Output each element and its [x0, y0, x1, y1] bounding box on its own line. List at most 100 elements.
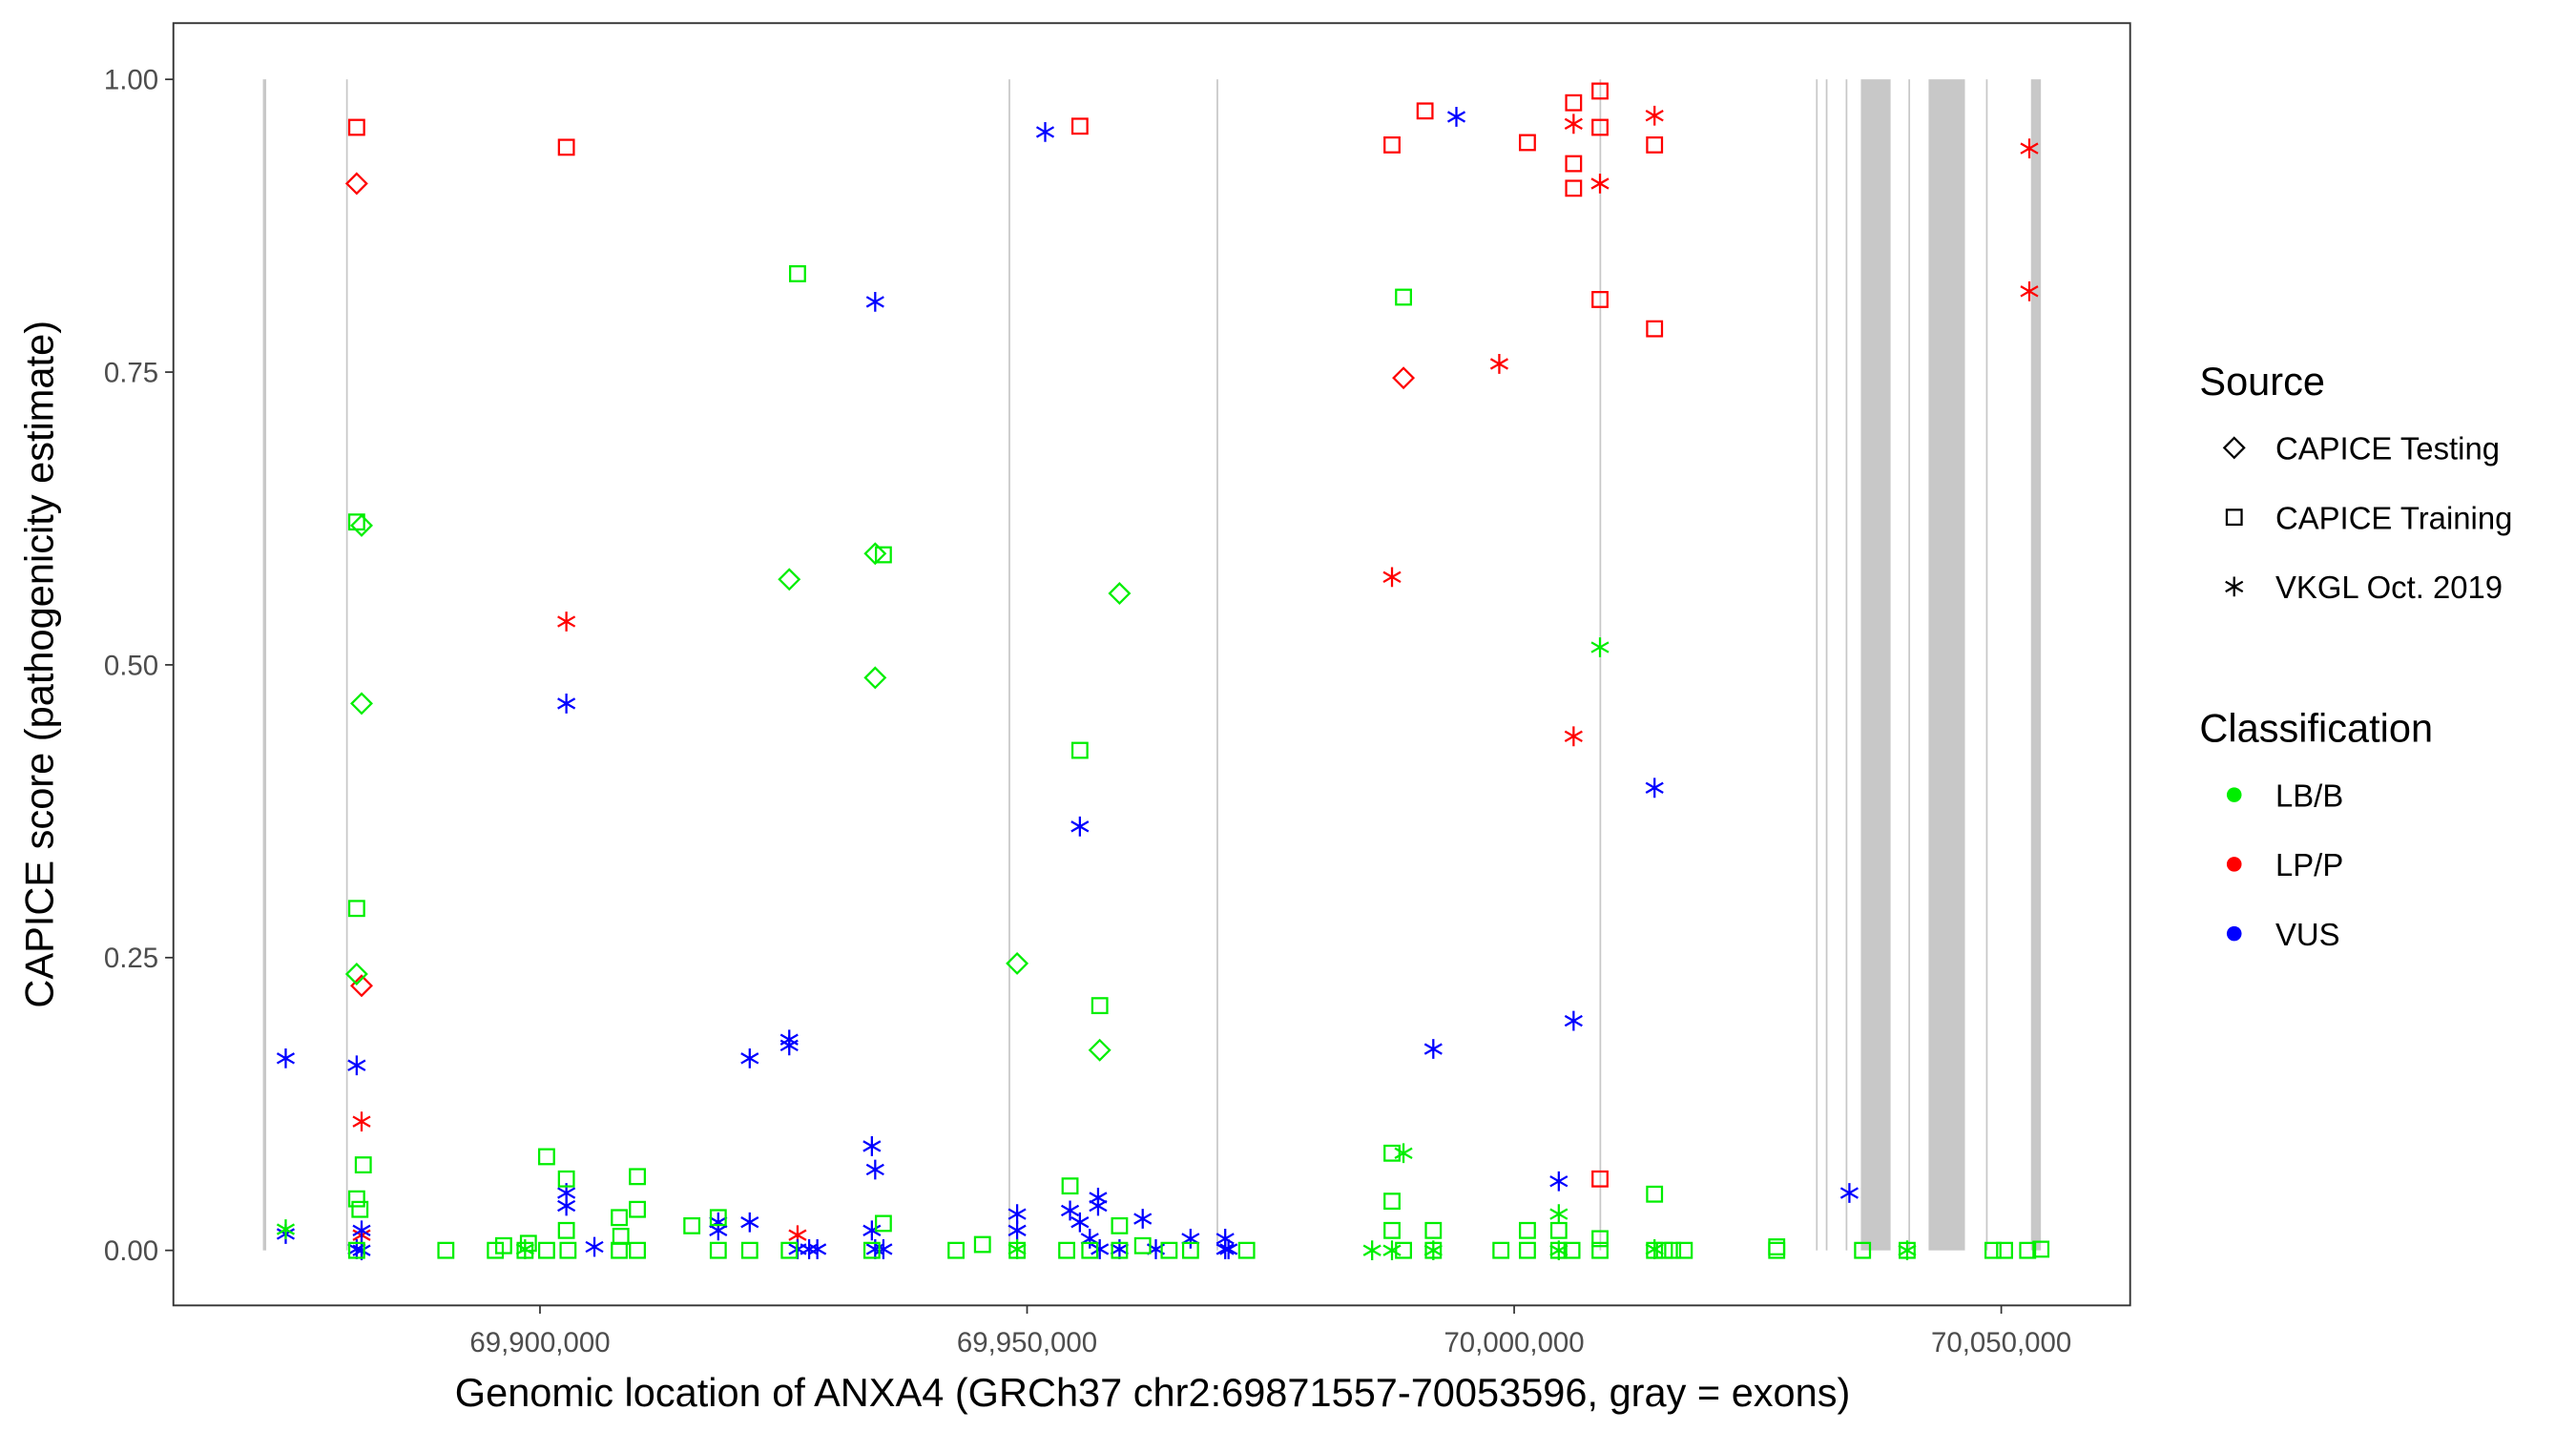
point-training-lbb: [874, 1214, 892, 1233]
point-vkgl-vus: [1035, 122, 1055, 142]
point-training-lpp: [1519, 134, 1536, 152]
point-testing-lbb: [863, 542, 887, 566]
point-vkgl-vus: [347, 1055, 366, 1076]
point-vkgl-vus: [1133, 1209, 1153, 1229]
points-layer: [276, 82, 2050, 1261]
point-training-lbb: [973, 1235, 991, 1254]
point-training-lbb: [1395, 1241, 1412, 1259]
point-vkgl-lbb: [1008, 1239, 1027, 1259]
point-training-lbb: [1996, 1241, 2013, 1259]
legend-label: VKGL Oct. 2019: [2275, 570, 2503, 605]
point-training-lbb: [1492, 1241, 1510, 1259]
point-training-lbb: [2032, 1240, 2050, 1258]
point-training-lbb: [494, 1236, 512, 1255]
point-training-lbb: [347, 1190, 365, 1208]
exon-12: [1985, 79, 1988, 1251]
point-training-lbb: [354, 1156, 372, 1173]
y-tick-label: 1.00: [104, 65, 158, 96]
point-training-lbb: [1854, 1241, 1872, 1259]
point-vkgl-vus: [808, 1239, 827, 1259]
point-vkgl-lbb: [1362, 1240, 1381, 1261]
legend-class-vus: VUS: [2226, 917, 2340, 952]
square-icon: [2225, 508, 2243, 527]
point-training-lbb: [780, 1241, 799, 1259]
point-training-lbb: [862, 1241, 881, 1259]
legend: Source CAPICE Testing CAPICE Training VKGL…: [2199, 359, 2512, 952]
point-training-lbb: [709, 1209, 727, 1227]
point-vkgl-vus: [865, 1159, 884, 1180]
point-training-lbb: [629, 1241, 646, 1259]
point-testing-lbb: [778, 568, 801, 591]
y-axis-title: CAPICE score (pathogenicity estimate): [16, 321, 61, 1008]
point-training-lpp: [347, 118, 365, 136]
point-vkgl-vus: [865, 292, 884, 312]
point-training-lbb: [1675, 1241, 1693, 1259]
point-vkgl-vus: [1215, 1239, 1235, 1259]
legend-class-lpp: LP/P: [2226, 847, 2343, 882]
point-vkgl-lpp: [2020, 280, 2039, 301]
point-training-lbb: [1111, 1216, 1129, 1234]
point-vkgl-vus: [740, 1047, 759, 1068]
diamond-icon: [2222, 436, 2246, 460]
y-tick-label: 0.25: [104, 943, 158, 974]
exon-7: [1825, 79, 1828, 1251]
legend-source-square: CAPICE Training: [2225, 500, 2512, 535]
point-training-lbb: [1383, 1144, 1401, 1162]
point-training-lbb: [709, 1241, 727, 1259]
point-training-lpp: [1646, 320, 1664, 338]
point-training-lbb: [1424, 1221, 1443, 1239]
point-training-lbb: [557, 1221, 575, 1239]
point-training-lbb: [347, 1241, 365, 1259]
legend-label: LB/B: [2275, 778, 2343, 813]
point-training-lbb: [1058, 1241, 1075, 1259]
point-vkgl-lbb: [1645, 1239, 1664, 1259]
point-training-lpp: [1591, 291, 1609, 308]
point-vkgl-vus: [862, 1136, 882, 1156]
point-training-lpp: [1565, 155, 1583, 173]
point-training-lpp: [1591, 1170, 1609, 1188]
point-training-lbb: [1111, 1241, 1129, 1259]
point-vkgl-lpp: [352, 1111, 371, 1132]
point-vkgl-vus: [1008, 1220, 1027, 1241]
legend-label: CAPICE Testing: [2275, 431, 2500, 467]
point-vkgl-vus: [1564, 1010, 1583, 1031]
point-training-lbb: [537, 1148, 555, 1166]
x-tick-label: 69,950,000: [957, 1327, 1097, 1358]
point-vkgl-vus: [1070, 1212, 1090, 1233]
dot-icon: [2226, 857, 2242, 872]
exon-13: [2030, 79, 2042, 1251]
point-training-lpp: [1646, 135, 1664, 154]
point-training-lbb: [629, 1200, 646, 1218]
point-training-lbb: [1383, 1192, 1401, 1211]
point-testing-lbb: [344, 962, 368, 985]
point-vkgl-lpp: [2020, 138, 2039, 158]
y-tick-label: 0.75: [104, 357, 158, 388]
point-vkgl-vus: [709, 1220, 728, 1241]
point-training-lpp: [557, 138, 575, 156]
point-training-lpp: [1591, 118, 1609, 136]
point-vkgl-lpp: [557, 612, 576, 632]
point-testing-lbb: [350, 692, 373, 716]
point-training-lbb: [1519, 1221, 1536, 1239]
point-vkgl-vus: [352, 1220, 371, 1241]
point-vkgl-vus: [1091, 1239, 1110, 1259]
point-training-lbb: [1091, 997, 1109, 1015]
point-vkgl-vus: [276, 1047, 296, 1068]
exon-8: [1845, 79, 1848, 1251]
legend-label: LP/P: [2275, 847, 2343, 882]
point-training-lbb: [874, 546, 892, 564]
legend-label: VUS: [2275, 917, 2340, 952]
exon-6: [1816, 79, 1818, 1251]
point-training-lbb: [1237, 1241, 1256, 1259]
point-vkgl-lbb: [1549, 1204, 1568, 1225]
point-training-lbb: [1664, 1241, 1682, 1259]
point-vkgl-vus: [1549, 1171, 1568, 1192]
point-training-lbb: [1549, 1221, 1568, 1239]
point-vkgl-vus: [874, 1239, 893, 1259]
point-training-lbb: [1984, 1241, 2002, 1259]
point-vkgl-vus: [1839, 1183, 1859, 1203]
point-vkgl-vus: [740, 1212, 759, 1233]
point-training-lbb: [1395, 288, 1412, 306]
point-training-lbb: [683, 1216, 701, 1234]
